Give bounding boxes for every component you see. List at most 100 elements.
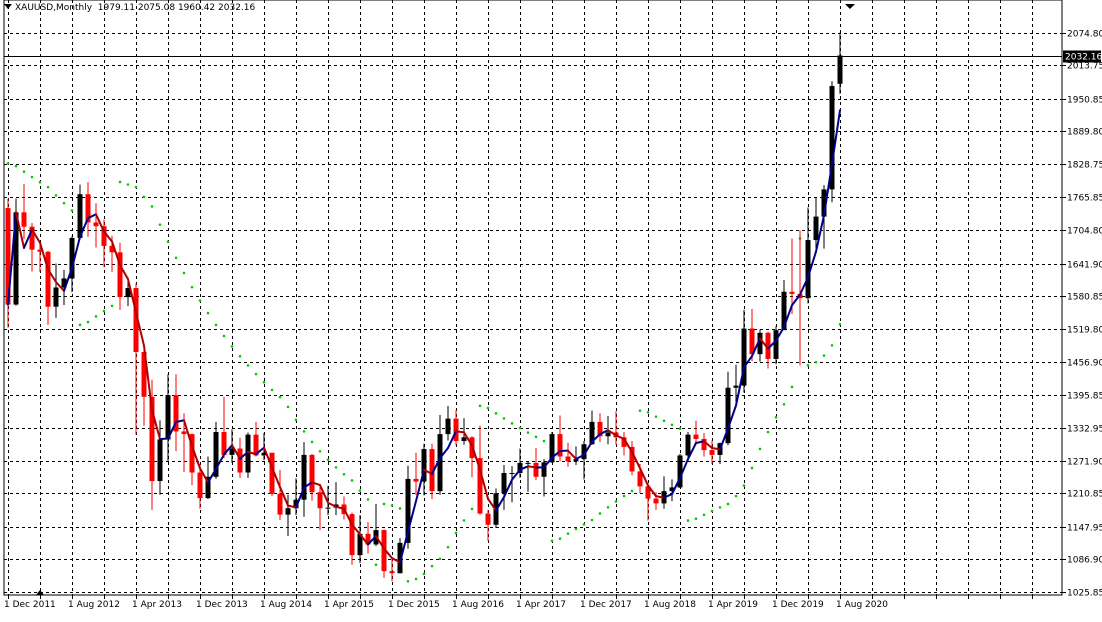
ma-segment — [511, 468, 521, 481]
ma-segment — [823, 162, 833, 217]
psar-dot — [310, 440, 314, 444]
y-tick-label: 1086.90 — [1067, 556, 1102, 566]
candle-body — [525, 462, 531, 464]
candle-body — [5, 208, 11, 305]
psar-dot — [702, 513, 706, 517]
candle-body — [589, 421, 595, 445]
psar-dot — [566, 532, 570, 535]
ma-segment — [351, 523, 361, 536]
y-tick-label: 1889.80 — [1067, 128, 1102, 138]
ma-segment — [271, 466, 281, 489]
y-tick-label: 1025.85 — [1067, 589, 1102, 599]
ma-segment — [503, 478, 513, 499]
candle-body — [205, 476, 211, 499]
candle-body — [429, 449, 435, 492]
candle-body — [629, 446, 635, 472]
psar-dot — [614, 500, 618, 503]
psar-dot — [198, 299, 202, 302]
ma-segment — [495, 496, 505, 512]
psar-dot — [630, 489, 634, 493]
candle-body — [325, 507, 331, 509]
candle-body — [269, 452, 275, 494]
candle-body — [213, 431, 219, 477]
candle-body — [77, 194, 83, 238]
ma-segment — [575, 453, 585, 460]
ma-segment — [551, 449, 561, 459]
ma-segment — [231, 444, 241, 460]
candle-body — [221, 431, 227, 455]
psar-dot — [246, 364, 250, 367]
ma-segment — [255, 446, 265, 456]
candle-body — [309, 454, 315, 493]
symbol-label: XAUUSD,Monthly — [15, 3, 93, 13]
ma-segment — [631, 450, 641, 470]
psar-dot — [318, 449, 322, 453]
psar-dot — [550, 539, 554, 543]
candle-body — [821, 189, 827, 217]
candle-body — [189, 434, 195, 473]
x-tick-label: 1 Apr 2015 — [324, 600, 374, 610]
ma-segment — [343, 507, 353, 526]
candle-body — [693, 434, 699, 439]
candle-body — [229, 448, 235, 455]
ma-segment — [623, 437, 633, 453]
candle-body — [45, 251, 51, 307]
triangle-down-icon[interactable] — [845, 4, 855, 9]
y-tick-label: 1765.85 — [1067, 194, 1102, 204]
ma-segment — [15, 211, 25, 249]
ma-segment — [439, 446, 449, 460]
y-tick-label: 2013.75 — [1067, 62, 1102, 72]
psar-dot — [94, 315, 98, 318]
candle-body — [685, 434, 691, 456]
ma-segment — [775, 325, 785, 342]
ma-segment — [127, 278, 137, 314]
ma-segment — [727, 404, 737, 430]
psar-dot — [462, 519, 466, 522]
candle-body — [69, 237, 75, 279]
x-tick-label: 1 Dec 2017 — [580, 600, 632, 610]
psar-dot — [350, 479, 354, 482]
candle-body — [725, 387, 731, 444]
candle-body — [149, 396, 155, 482]
candle-body — [557, 434, 563, 457]
candle-body — [101, 226, 107, 246]
triangle-up-icon[interactable] — [36, 590, 44, 595]
candle-body — [165, 395, 171, 440]
ma-segment — [7, 211, 17, 306]
candle-body — [565, 456, 571, 462]
ma-segment — [239, 450, 249, 460]
x-tick-label: 1 Dec 2015 — [388, 600, 440, 610]
psar-dot — [182, 271, 186, 275]
psar-dot — [302, 430, 306, 433]
candle-body — [645, 486, 651, 499]
candle-body — [317, 492, 323, 509]
x-tick-label: 1 Dec 2013 — [196, 600, 248, 610]
candle-body — [181, 431, 187, 435]
candle-body — [117, 252, 123, 298]
candle-body — [653, 498, 659, 504]
psar-dot — [262, 380, 266, 384]
ma-segment — [679, 458, 689, 480]
psar-dot — [22, 170, 26, 173]
psar-dot — [222, 334, 226, 338]
ma-segment — [431, 457, 441, 475]
candle-body — [261, 452, 267, 456]
psar-dot — [766, 430, 770, 434]
psar-dot — [590, 518, 594, 522]
ma-segment — [375, 535, 385, 550]
y-tick-label: 1519.80 — [1067, 326, 1102, 336]
ma-segment — [167, 421, 177, 440]
ma-segment — [711, 446, 721, 451]
ma-segment — [455, 430, 465, 434]
candle-body — [389, 571, 395, 574]
psar-dot — [838, 322, 842, 326]
y-tick-label: 1332.95 — [1067, 425, 1102, 435]
candle-body — [541, 462, 547, 477]
price-label: 2032.16 — [1065, 53, 1102, 63]
x-tick-label: 1 Aug 2018 — [644, 600, 696, 610]
psar-dot — [414, 577, 418, 581]
chart-grid — [3, 0, 1063, 596]
ma-segment — [63, 266, 73, 292]
ma-segment — [47, 268, 57, 283]
